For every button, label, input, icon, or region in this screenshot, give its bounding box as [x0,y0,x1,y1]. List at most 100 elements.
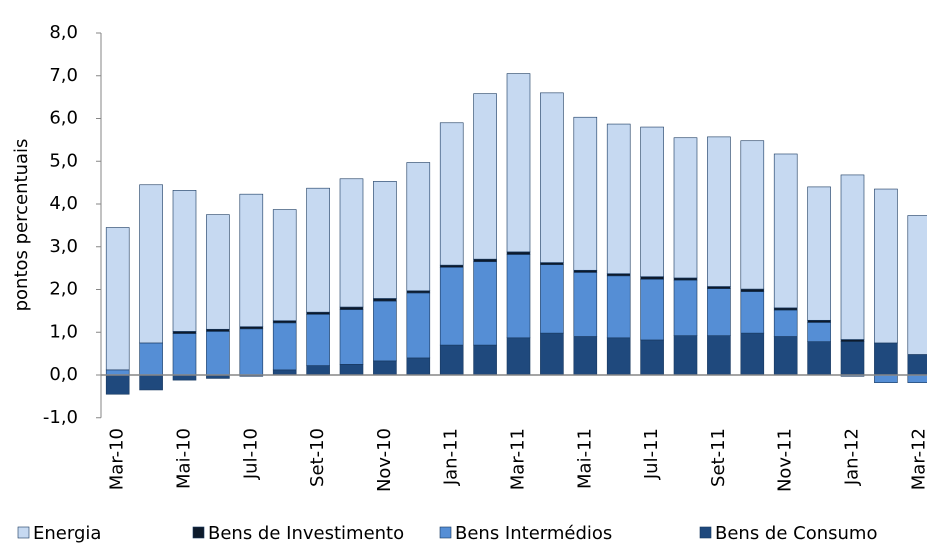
bar-segment [640,278,664,341]
bar-segment [373,360,397,376]
bar-segment [172,374,197,381]
bar-segment [172,333,197,376]
legend-swatch [699,526,712,539]
bar-segment [105,227,130,371]
x-tick-label: Set-11 [708,428,729,487]
bar-segment [506,254,531,339]
bar-segment [740,332,765,376]
bar-segment [105,374,130,395]
y-tick-label: 4,0 [49,193,78,214]
legend-swatch [439,526,452,539]
bar-segment [406,357,431,376]
y-tick-label: 3,0 [49,236,78,257]
bar-segment [807,186,831,321]
bar-segment [907,354,927,376]
bar-segment [907,215,927,355]
bar-segment [540,92,564,263]
x-tick-label: Jan-11 [441,428,462,486]
legend-label: Bens de Investimento [208,523,404,544]
bar-segment [306,365,330,376]
bar-segment [373,181,397,299]
bar-segment [439,264,464,268]
bar-segment [573,272,598,337]
bar-segment [206,328,230,332]
bar-segment [807,341,831,376]
bar-segment [573,269,598,273]
bar-segment [473,261,497,346]
bar-segment [105,369,130,376]
bar-segment [272,369,297,376]
x-tick-label: Mar-12 [908,428,927,490]
y-tick-label: 7,0 [49,65,78,86]
bar-segment [606,123,631,274]
y-tick-label: 8,0 [49,22,78,43]
bar-segment [673,277,698,281]
y-tick-label: 2,0 [49,279,78,300]
bar-segment [473,258,497,263]
bar-segment [740,291,765,334]
bar-segment [907,374,927,383]
bar-segment [673,335,698,376]
bar-segment [373,298,397,302]
bar-segment [339,364,364,376]
bar-segment [640,339,664,376]
x-tick-label: Mai-10 [174,428,195,489]
bar-segment [773,336,798,376]
bar-segment [506,251,531,255]
x-tick-label: Nov-10 [374,428,395,492]
bar-segment [439,344,464,376]
bar-segment [606,337,631,376]
bar-segment [874,342,898,376]
bar-segment [540,264,564,334]
bar-segment [206,214,230,330]
bar-segment [840,339,865,342]
bar-segment [640,276,664,280]
bar-segment [807,319,831,323]
bar-segment [874,188,898,344]
legend-label: Bens Intermédios [455,523,612,544]
bar-segment [606,275,631,339]
bar-segment [673,137,698,279]
bar-segment [272,322,297,371]
legend-swatch [192,526,205,539]
y-tick-label: -1,0 [43,407,78,428]
x-tick-label: Jul-10 [240,428,261,480]
x-tick-label: Jul-11 [641,428,662,480]
bar-segment [339,306,364,310]
bar-segment [139,184,163,344]
bar-segment [740,140,765,290]
bar-segment [840,174,865,340]
bar-segment [707,335,731,376]
legend-swatch [17,526,30,539]
bar-segment [740,288,765,292]
bar-segment [373,300,397,362]
bar-segment [773,153,798,309]
bar-segment [239,328,264,376]
bar-segment [573,336,598,376]
bar-segment [239,326,264,330]
y-tick-label: 5,0 [49,150,78,171]
bar-segment [874,374,898,383]
y-axis-label: pontos percentuais [11,139,32,312]
x-tick-label: Nov-11 [775,428,796,492]
bar-segment [773,307,798,311]
bar-segment [272,209,297,322]
bar-segment [172,331,197,334]
y-tick-label: 1,0 [49,321,78,342]
bar-segment [707,288,731,336]
bar-segment [840,341,865,376]
y-tick-label: 6,0 [49,108,78,129]
bar-segment [339,178,364,308]
x-tick-label: Jan-12 [842,428,863,486]
bar-segment [473,344,497,376]
bar-segment [306,187,330,313]
bar-segment [406,292,431,359]
bar-segment [473,93,497,260]
y-tick-label: 0,0 [49,364,78,385]
bar-segment [439,266,464,346]
bar-segment [506,73,531,253]
bar-segment [673,279,698,336]
bar-segment [573,116,598,271]
bar-segment [272,320,297,324]
